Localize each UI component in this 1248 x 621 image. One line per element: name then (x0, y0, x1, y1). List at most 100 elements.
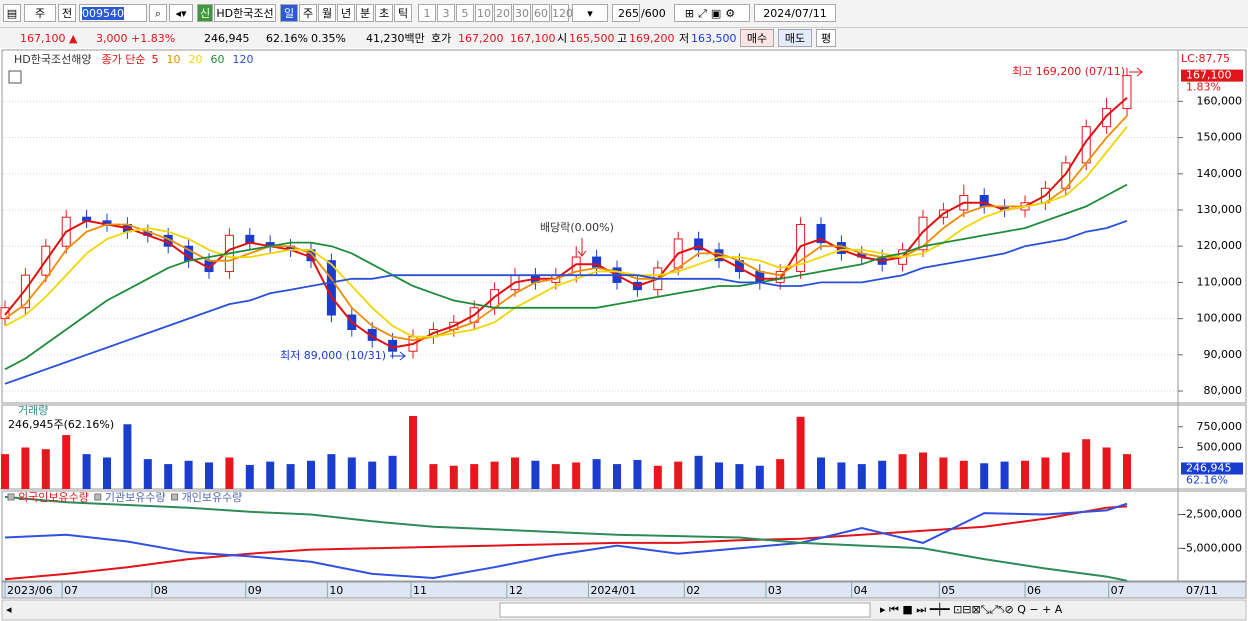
ask: 167,200 (458, 32, 504, 45)
new-badge: 신 (197, 4, 213, 22)
panel-icon (8, 70, 22, 84)
y-tick-label: -5,000,000 (1182, 541, 1242, 554)
high: 169,200 (629, 32, 675, 45)
date-input[interactable]: 2024/07/11 (754, 4, 836, 22)
volume-bar (1102, 447, 1111, 489)
toolbar-button[interactable]: 20 (494, 4, 512, 22)
y-tick-label: -2,500,000 (1182, 507, 1242, 520)
volume-bar (1082, 439, 1091, 489)
prev-button[interactable]: 전 (58, 4, 76, 22)
count-input[interactable]: 265 (612, 4, 640, 22)
legend-entry: HD한국조선해양 (14, 52, 91, 66)
sell-button[interactable]: 매도 (778, 29, 812, 47)
y-tick-label: 140,000 (1197, 167, 1243, 180)
eval-button[interactable]: 평 (816, 29, 836, 47)
candle-body (20, 274, 30, 309)
volume-bar (307, 460, 315, 489)
sound-icon[interactable]: ◂▾ (169, 4, 193, 22)
buy-button[interactable]: 매수 (740, 29, 774, 47)
x-tick-label: 04 (854, 584, 868, 597)
annotation: 배당락(0.00%) (540, 221, 614, 234)
toolbar-button[interactable]: 일 (280, 4, 298, 22)
change-label: 1.83% (1186, 81, 1221, 94)
code-text: 009540 (82, 7, 124, 20)
volume-bar (1041, 457, 1050, 489)
volume-bar (633, 459, 642, 489)
volume-bar (388, 455, 397, 489)
volume-marker (1181, 462, 1243, 475)
toolbar-button[interactable]: 초 (375, 4, 393, 22)
code-input[interactable]: 009540 (79, 4, 147, 22)
y-tick-label: 150,000 (1197, 131, 1243, 144)
toolbar-button[interactable]: 60 (532, 4, 550, 22)
legend-entry: 20 (188, 53, 202, 66)
x-tick-label: 2024/01 (590, 584, 636, 597)
legend-entry: 기관보유수량 (105, 491, 166, 504)
limit-label: LC:87,75 (1181, 52, 1230, 65)
legend-swatch (171, 493, 179, 501)
toolbar-button[interactable]: 120 (551, 4, 573, 22)
price: 167,100 ▲ (20, 32, 78, 45)
volume-bar (817, 457, 825, 489)
candle-body (918, 216, 928, 251)
annotation-arrow (390, 351, 406, 361)
volume-bar (837, 462, 846, 489)
toolbar-button[interactable]: 10 (475, 4, 493, 22)
legend-entry: 120 (232, 53, 253, 66)
toolbar-button[interactable]: 틱 (394, 4, 412, 22)
open-label: 시 (557, 32, 568, 45)
price-marker (1181, 69, 1243, 82)
volume-bar (245, 464, 254, 489)
holding-line (4, 495, 1128, 582)
legend-entry: 60 (210, 53, 224, 66)
toolbar-button[interactable]: 주 (299, 4, 317, 22)
volume-bar (674, 461, 683, 489)
volume-bar (919, 452, 927, 489)
candle-body (326, 260, 336, 316)
tool-icons[interactable]: ⊞⤢▣⚙ (674, 4, 750, 22)
volume-bar (286, 464, 295, 489)
volume-bar (1000, 461, 1009, 489)
volume-bar (694, 455, 703, 489)
playback-controls[interactable]: ▸ ⏮ ■ ⏭ ━┿━ ⊡⊟⊠⤡⤢⤣⊘ Q − + A (880, 602, 1063, 616)
volume-bar (429, 464, 438, 489)
quote-bar: 167,100 ▲ 3,000 +1.83% 246,945 62.16% 0.… (0, 28, 1248, 48)
max-count: /600 (641, 7, 666, 20)
x-tick-label: 09 (248, 584, 262, 597)
volume-bar (490, 461, 499, 489)
volume-bar (62, 435, 71, 489)
search-icon[interactable]: ⌕ (149, 4, 167, 22)
toolbar-button[interactable]: 1 (418, 4, 436, 22)
volume-bar (1061, 452, 1070, 489)
holding-line (4, 505, 1128, 581)
toolbar-button[interactable]: 년 (337, 4, 355, 22)
toolbar-button[interactable]: 5 (456, 4, 474, 22)
x-tick-label: 07 (64, 584, 78, 597)
open: 165,500 (569, 32, 615, 45)
candle-body (0, 307, 10, 320)
scroll-thumb[interactable] (499, 602, 871, 618)
menu-icon[interactable]: ▤ (3, 4, 21, 22)
x-tick-label: 06 (1027, 584, 1041, 597)
scroll-left[interactable]: ◂ (6, 603, 12, 616)
y-tick-label: 750,000 (1197, 420, 1243, 433)
y-tick-label: 90,000 (1204, 348, 1243, 361)
toolbar-button[interactable]: 분 (356, 4, 374, 22)
toolbar-button[interactable]: 30 (513, 4, 531, 22)
period-select[interactable]: 주 (24, 4, 56, 22)
volume-bar (878, 460, 887, 489)
x-tick-label: 03 (768, 584, 782, 597)
volume-bar (980, 463, 989, 489)
volume-bar (592, 459, 601, 489)
toolbar-button[interactable]: 월 (318, 4, 336, 22)
y-tick-label: 160,000 (1197, 94, 1243, 107)
dropdown[interactable]: ▾ (572, 4, 608, 22)
candle-body (816, 223, 826, 244)
candle-body (245, 234, 255, 244)
volume-bar (327, 454, 336, 489)
toolbar-button[interactable]: 3 (437, 4, 455, 22)
x-tick-label: 2023/06 (7, 584, 53, 597)
volume-bar (82, 454, 91, 489)
